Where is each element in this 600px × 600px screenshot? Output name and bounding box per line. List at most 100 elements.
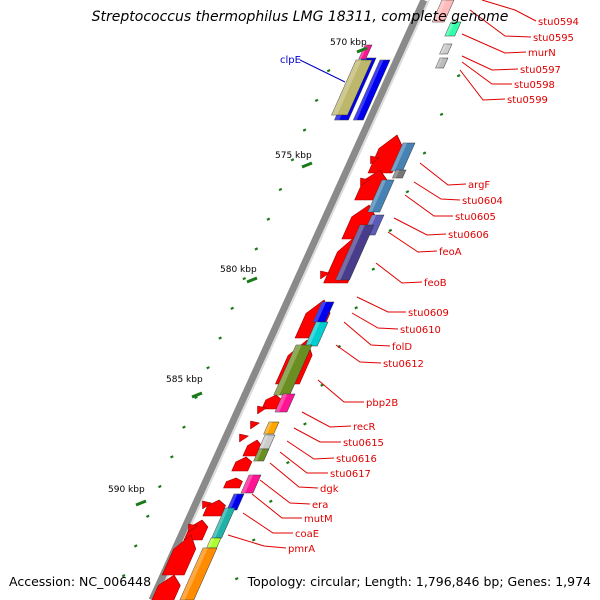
gene-label-feoA[interactable]: feoA xyxy=(439,247,462,258)
gene-label-murN[interactable]: murN xyxy=(528,48,556,59)
guide-dot xyxy=(268,499,273,503)
gene-label-folD[interactable]: folD xyxy=(392,342,412,353)
label-leader xyxy=(286,440,335,460)
label-leader xyxy=(317,379,364,403)
label-leader xyxy=(335,344,382,364)
label-leader xyxy=(481,0,537,22)
backbone-highlight xyxy=(156,0,430,600)
gene-label-stu0597[interactable]: stu0597 xyxy=(520,65,561,76)
label-leader xyxy=(269,462,319,489)
genome-backbone xyxy=(148,0,430,600)
gene-label-stu0617[interactable]: stu0617 xyxy=(330,469,371,480)
scale-tick xyxy=(246,276,258,284)
cds-arrow xyxy=(149,574,181,600)
strand-arrow xyxy=(202,500,213,510)
guide-dot xyxy=(303,422,307,426)
label-leader xyxy=(356,296,406,313)
gene-label-stu0604[interactable]: stu0604 xyxy=(462,196,503,207)
gene-label-mutM[interactable]: mutM xyxy=(304,514,333,525)
gene-label-stu0598[interactable]: stu0598 xyxy=(514,80,555,91)
gene-block-pmrA xyxy=(179,547,218,600)
gene-label-coaE[interactable]: coaE xyxy=(295,529,319,540)
gene-label-argF[interactable]: argF xyxy=(468,180,490,191)
gene-label-dgk[interactable]: dgk xyxy=(320,484,339,495)
scale-tick xyxy=(191,391,203,399)
label-leader xyxy=(293,427,341,443)
guide-dot xyxy=(354,306,359,310)
gene-label-pbp2B[interactable]: pbp2B xyxy=(366,398,398,409)
guide-dot xyxy=(302,128,307,132)
gene-label-pmrA[interactable]: pmrA xyxy=(288,544,315,555)
gene-block-pbp2B xyxy=(274,393,296,413)
strand-arrow xyxy=(360,177,371,187)
backbone-line xyxy=(148,0,428,600)
guide-dot xyxy=(194,395,198,400)
guide-dot xyxy=(254,247,259,251)
label-leader xyxy=(299,59,346,83)
gene-block-olive xyxy=(331,59,373,116)
label-leader xyxy=(351,312,399,330)
guide-dot xyxy=(121,574,126,578)
gene-block-stu0597 xyxy=(435,57,449,69)
gene-block-era xyxy=(226,493,245,511)
gene-block-stu0595 xyxy=(444,21,462,37)
label-leader xyxy=(227,534,287,549)
gene-label-stu0595[interactable]: stu0595 xyxy=(533,33,574,44)
guide-dot xyxy=(218,336,222,340)
gene-label-era[interactable]: era xyxy=(312,500,328,511)
guide-dot xyxy=(182,425,186,429)
strand-arrow xyxy=(239,433,250,443)
gene-block-stu0615 xyxy=(258,434,276,450)
cds-arrow xyxy=(231,456,253,472)
gene-block-clpE xyxy=(352,59,391,121)
guide-dot xyxy=(422,151,427,155)
guide-dot xyxy=(314,98,319,103)
genome-summary-text: Topology: circular; Length: 1,796,846 bp… xyxy=(247,574,591,589)
label-leader xyxy=(301,411,352,428)
gene-label-recR[interactable]: recR xyxy=(353,422,376,433)
guide-dot xyxy=(266,217,271,221)
gene-block-coaE xyxy=(206,537,222,549)
gene-label-stu0610[interactable]: stu0610 xyxy=(400,325,441,336)
cds-arrow xyxy=(223,477,243,489)
gene-label-feoB[interactable]: feoB xyxy=(424,278,447,289)
gene-label-stu0599[interactable]: stu0599 xyxy=(507,95,548,106)
gene-block-recR xyxy=(263,421,280,435)
guide-dot xyxy=(388,228,393,233)
scale-tick xyxy=(356,46,368,54)
cds-arrow xyxy=(161,534,197,576)
strand-arrow xyxy=(257,405,268,415)
label-leader xyxy=(461,61,512,85)
strand-arrow xyxy=(370,155,381,165)
gene-block-stu0604 xyxy=(392,169,407,179)
gene-labels: stu0594 stu0595 murN stu0597 stu0598 stu0599 a… xyxy=(227,0,579,555)
label-leader xyxy=(461,33,527,54)
gene-label-stu0616[interactable]: stu0616 xyxy=(336,454,377,465)
gene-label-stu0609[interactable]: stu0609 xyxy=(408,308,449,319)
gene-block-stu0617 xyxy=(240,474,262,494)
accession-text: Accession: NC_006448 xyxy=(9,574,152,589)
gene-label-stu0594[interactable]: stu0594 xyxy=(538,17,579,28)
scale-tick-label: 580 kbp xyxy=(220,265,257,275)
guide-dot xyxy=(405,190,410,194)
guide-dot xyxy=(439,112,444,117)
scale-tick xyxy=(135,499,147,507)
gene-block-stu0610 xyxy=(312,301,335,323)
guide-dot xyxy=(326,69,331,73)
gene-label-clpE[interactable]: clpE xyxy=(280,55,301,66)
cds-arrow xyxy=(183,519,209,541)
scale-tick-label: 575 kbp xyxy=(275,151,312,161)
gene-label-stu0606[interactable]: stu0606 xyxy=(448,230,489,241)
guide-dot xyxy=(251,538,256,542)
gene-block-murN xyxy=(439,43,453,55)
gene-label-stu0612[interactable]: stu0612 xyxy=(383,359,424,370)
label-leader xyxy=(413,181,461,201)
scale-tick-label: 590 kbp xyxy=(108,485,145,495)
label-leader xyxy=(242,512,293,534)
cds-arrow xyxy=(202,499,226,517)
guide-dot xyxy=(170,455,174,459)
gene-label-stu0615[interactable]: stu0615 xyxy=(343,438,384,449)
guide-dot xyxy=(145,514,150,518)
gene-label-stu0605[interactable]: stu0605 xyxy=(455,212,496,223)
